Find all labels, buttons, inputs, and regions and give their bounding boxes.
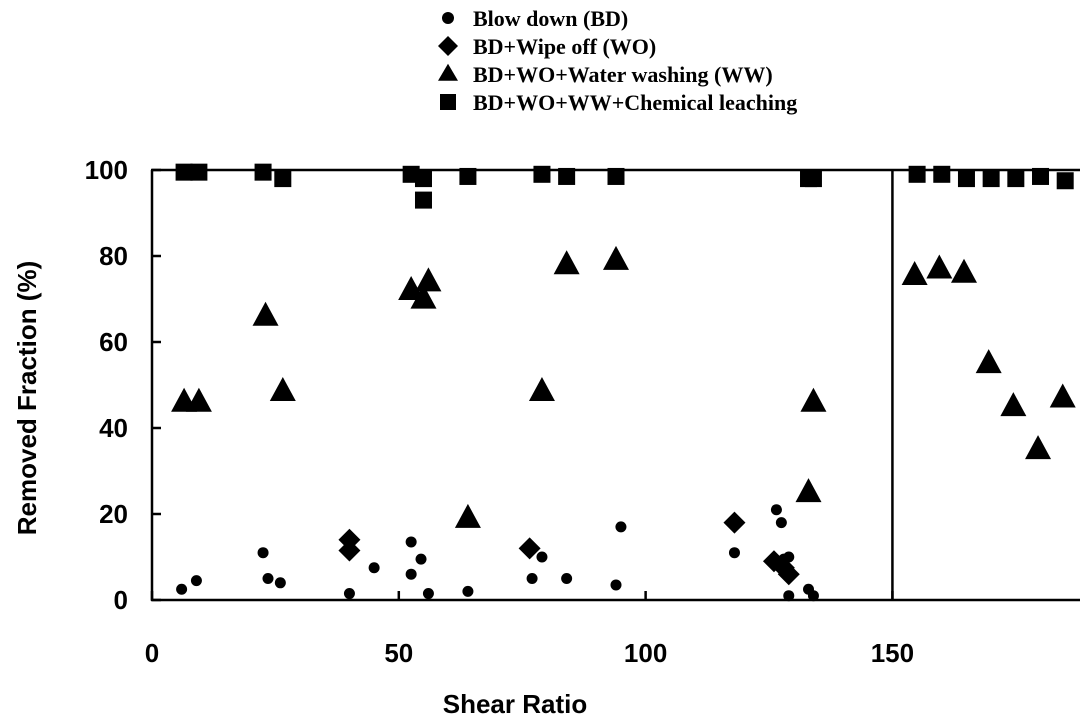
circle-point: [462, 585, 474, 597]
square-point: [254, 163, 272, 181]
square-point: [607, 167, 625, 185]
legend-label: BD+WO+Water washing (WW): [473, 62, 773, 87]
triangle-point: [800, 387, 827, 412]
legend-square-marker: [440, 94, 456, 110]
legend-diamond-marker: [438, 36, 458, 56]
circle-point: [190, 575, 202, 587]
legend-circle-marker: [442, 12, 454, 24]
square-point: [804, 170, 822, 188]
triangle-point: [252, 301, 279, 326]
triangle-point: [901, 260, 928, 285]
legend-label: BD+WO+WW+Chemical leaching: [473, 90, 797, 115]
y-tick-label: 60: [99, 327, 128, 357]
legend-label: Blow down (BD): [473, 6, 628, 31]
plot-frame: [150, 168, 1080, 602]
legend-item: BD+Wipe off (WO): [438, 34, 656, 59]
square-point: [1032, 167, 1050, 185]
square-point: [414, 191, 432, 209]
x-axis-title: Shear Ratio: [443, 689, 588, 719]
triangle-point: [1000, 392, 1027, 417]
square-point: [933, 165, 951, 183]
y-axis-title: Removed Fraction (%): [12, 261, 42, 536]
circle-point: [728, 547, 740, 559]
legend-item: BD+WO+Water washing (WW): [438, 62, 773, 87]
circle-point: [610, 579, 622, 591]
series-triangle: [171, 245, 1076, 528]
square-point: [274, 170, 292, 188]
square-point: [414, 170, 432, 188]
series-circle: [176, 504, 819, 602]
square-point: [190, 163, 208, 181]
legend: Blow down (BD) BD+Wipe off (WO) BD+WO+Wate…: [438, 6, 797, 115]
y-tick-label: 40: [99, 413, 128, 443]
triangle-point: [410, 284, 437, 309]
diamond-point: [777, 563, 800, 586]
x-tick-label: 100: [624, 638, 667, 668]
legend-triangle-marker: [438, 63, 458, 81]
diamond-point: [723, 511, 746, 534]
square-point: [908, 165, 926, 183]
circle-point: [176, 583, 188, 595]
circle-point: [405, 536, 417, 548]
triangle-point: [975, 349, 1002, 374]
triangle-point: [185, 387, 212, 412]
axis-ticks: 0 20 40 60 80 100 0 50 100 150: [85, 155, 915, 668]
y-tick-label: 80: [99, 241, 128, 271]
triangle-point: [1049, 383, 1076, 408]
square-point: [459, 167, 477, 185]
triangle-point: [415, 267, 442, 292]
triangle-point: [269, 377, 296, 402]
circle-point: [615, 521, 627, 533]
square-point: [175, 163, 193, 181]
circle-point: [262, 573, 274, 584]
data-points: [171, 163, 1076, 602]
square-point: [982, 170, 1000, 188]
triangle-point: [603, 245, 629, 270]
triangle-point: [926, 254, 953, 279]
circle-point: [775, 517, 787, 529]
square-point: [1007, 170, 1025, 188]
square-point: [558, 167, 576, 185]
x-tick-label: 150: [871, 638, 914, 668]
triangle-point: [398, 276, 425, 300]
circle-point: [422, 588, 434, 600]
circle-point: [536, 551, 548, 563]
circle-point: [368, 562, 380, 574]
legend-label: BD+Wipe off (WO): [473, 34, 656, 59]
y-tick-label: 20: [99, 499, 128, 529]
circle-point: [415, 553, 427, 565]
x-tick-label: 0: [145, 638, 159, 668]
diamond-point: [338, 539, 361, 562]
circle-point: [274, 577, 286, 589]
triangle-point: [528, 377, 555, 402]
y-tick-label: 100: [85, 155, 128, 185]
circle-point: [807, 590, 819, 602]
legend-item: BD+WO+WW+Chemical leaching: [440, 90, 797, 115]
x-tick-label: 50: [384, 638, 413, 668]
circle-point: [783, 590, 795, 602]
circle-point: [343, 588, 355, 600]
triangle-point: [454, 503, 481, 528]
triangle-point: [951, 258, 977, 283]
circle-point: [526, 573, 538, 584]
square-point: [533, 165, 551, 183]
triangle-point: [795, 478, 822, 503]
circle-point: [405, 568, 417, 580]
triangle-point: [1025, 435, 1052, 460]
series-square: [175, 163, 1074, 209]
square-point: [1056, 172, 1074, 190]
circle-point: [770, 504, 782, 516]
diamond-point: [518, 537, 541, 560]
series-diamond: [338, 511, 800, 586]
circle-point: [561, 573, 573, 584]
circle-point: [257, 547, 269, 559]
legend-item: Blow down (BD): [442, 6, 628, 31]
triangle-point: [553, 250, 580, 275]
square-point: [957, 170, 975, 188]
y-tick-label: 0: [114, 585, 128, 615]
